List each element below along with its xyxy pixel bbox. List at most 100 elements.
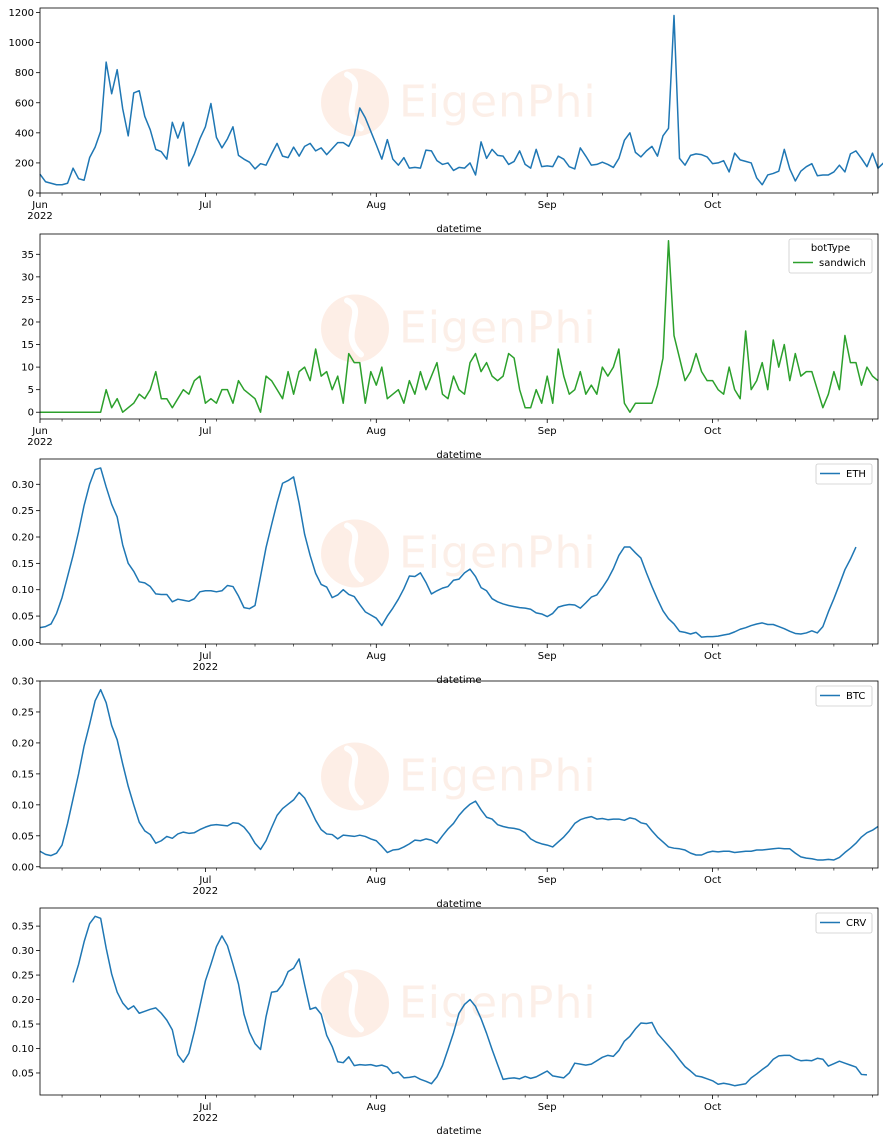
- y-tick-label: 200: [15, 158, 34, 169]
- x-tick-label: Sep: [538, 1102, 557, 1113]
- y-tick-label: 0.05: [12, 612, 34, 623]
- x-tick-label: Jun: [31, 426, 48, 437]
- series-line-sandwich: [40, 240, 879, 413]
- subplot-eth-volatility: EigenPhi 0.00 0.05 0.10 0.15 0.20 0.25 0.30 Jul2…: [12, 458, 879, 686]
- y-tick-label: 0.10: [12, 585, 34, 596]
- watermark-logo-swirl: [344, 522, 364, 583]
- x-tick-label: Jun: [31, 200, 48, 211]
- y-tick-label: 600: [15, 98, 34, 109]
- y-tick-label: 0.15: [12, 1020, 34, 1031]
- series-line-CRV: [72, 915, 868, 1087]
- x-tick-label: Aug: [367, 1102, 387, 1113]
- subplot-btc-volatility: EigenPhi 0.00 0.05 0.10 0.15 0.20 0.25 0.30 Jul2…: [12, 677, 879, 910]
- y-tick-label: 10: [21, 363, 34, 374]
- x-tick-sublabel: 2022: [27, 211, 52, 222]
- y-tick-label: 0.30: [12, 480, 34, 491]
- x-tick-label: Aug: [367, 426, 387, 437]
- x-axis-label: datetime: [436, 899, 481, 910]
- y-tick-label: 0.15: [12, 559, 34, 570]
- y-tick-label: 0.00: [12, 638, 34, 649]
- y-tick-label: 0.20: [12, 995, 34, 1006]
- legend: botType sandwich: [788, 238, 873, 274]
- x-axis-label: datetime: [436, 224, 481, 235]
- x-tick-label: Aug: [367, 200, 387, 211]
- legend: ETH: [815, 463, 873, 485]
- x-tick-label: Jul: [198, 651, 211, 662]
- y-tick-label: 0: [28, 408, 34, 419]
- y-tick-label: 15: [21, 340, 34, 351]
- x-tick-label: Aug: [367, 875, 387, 886]
- y-tick-label: 0.00: [12, 862, 34, 873]
- x-tick-label: Jul: [198, 875, 211, 886]
- eigenphi-watermark-logo: EigenPhi: [321, 294, 597, 363]
- y-tick-label: 0.20: [12, 738, 34, 749]
- y-tick-label: 0.05: [12, 831, 34, 842]
- axes-frame: [39, 907, 879, 1096]
- x-tick-sublabel: 2022: [193, 662, 218, 673]
- axes-frame: [39, 7, 879, 194]
- series-line-count: [39, 14, 883, 186]
- x-tick-label: Oct: [704, 200, 721, 211]
- y-tick-label: 0.20: [12, 533, 34, 544]
- y-tick-label: 30: [21, 272, 34, 283]
- axes-frame: [39, 458, 879, 645]
- legend: BTC: [815, 685, 873, 707]
- x-tick-label: Sep: [538, 200, 557, 211]
- y-tick-label: 1000: [9, 38, 34, 49]
- watermark-text: EigenPhi: [399, 77, 597, 128]
- subplot-crv-volatility: EigenPhi 0.05 0.10 0.15 0.20 0.25 0.30 0.35 Jul2…: [12, 907, 879, 1137]
- y-tick-label: 0.15: [12, 769, 34, 780]
- legend-entry: sandwich: [819, 258, 866, 269]
- legend-box: [815, 463, 873, 485]
- eigenphi-watermark-logo: EigenPhi: [321, 519, 597, 588]
- x-tick-label: Sep: [538, 875, 557, 886]
- y-tick-label: 0: [28, 189, 34, 200]
- legend-entry: BTC: [846, 691, 865, 702]
- legend-entry: ETH: [846, 469, 866, 480]
- legend-box: [815, 912, 873, 934]
- series-line-BTC: [39, 688, 879, 861]
- x-tick-label: Sep: [538, 651, 557, 662]
- x-axis-label: datetime: [436, 450, 481, 461]
- watermark-logo-swirl: [344, 972, 364, 1033]
- watermark-text: EigenPhi: [399, 751, 597, 802]
- y-tick-label: 35: [21, 250, 34, 261]
- x-tick-label: Jul: [198, 200, 211, 211]
- eigenphi-watermark-logo: EigenPhi: [321, 68, 597, 137]
- y-tick-label: 0.30: [12, 677, 34, 688]
- y-tick-label: 0.35: [12, 922, 34, 933]
- x-tick-sublabel: 2022: [27, 437, 52, 448]
- y-tick-label: 400: [15, 128, 34, 139]
- eigenphi-watermark-logo: EigenPhi: [321, 969, 596, 1038]
- series-line-ETH: [39, 467, 857, 638]
- y-tick-label: 0.25: [12, 971, 34, 982]
- x-tick-label: Jul: [198, 1102, 211, 1113]
- x-tick-label: Aug: [367, 651, 387, 662]
- watermark-logo-swirl: [344, 297, 364, 358]
- x-tick-label: Jul: [198, 426, 211, 437]
- legend-title: botType: [811, 243, 850, 254]
- legend: CRV: [815, 912, 873, 934]
- x-tick-label: Oct: [704, 651, 721, 662]
- y-tick-label: 0.10: [12, 800, 34, 811]
- y-tick-label: 800: [15, 68, 34, 79]
- x-tick-label: Oct: [704, 1102, 721, 1113]
- watermark-logo-swirl: [344, 745, 364, 806]
- watermark-text: EigenPhi: [399, 303, 597, 354]
- y-tick-label: 0.25: [12, 707, 34, 718]
- x-tick-label: Sep: [538, 426, 557, 437]
- watermark-logo-swirl: [344, 71, 364, 132]
- x-tick-sublabel: 2022: [193, 1113, 218, 1124]
- eigenphi-watermark-logo: EigenPhi: [321, 742, 597, 811]
- y-tick-label: 1200: [9, 8, 34, 19]
- legend-box: [788, 238, 873, 274]
- axes-frame: [39, 233, 879, 420]
- y-tick-label: 0.10: [12, 1044, 34, 1055]
- watermark-text: EigenPhi: [399, 528, 597, 579]
- x-tick-sublabel: 2022: [193, 886, 218, 897]
- y-tick-label: 0.30: [12, 946, 34, 957]
- y-tick-label: 5: [28, 385, 34, 396]
- x-tick-label: Oct: [704, 875, 721, 886]
